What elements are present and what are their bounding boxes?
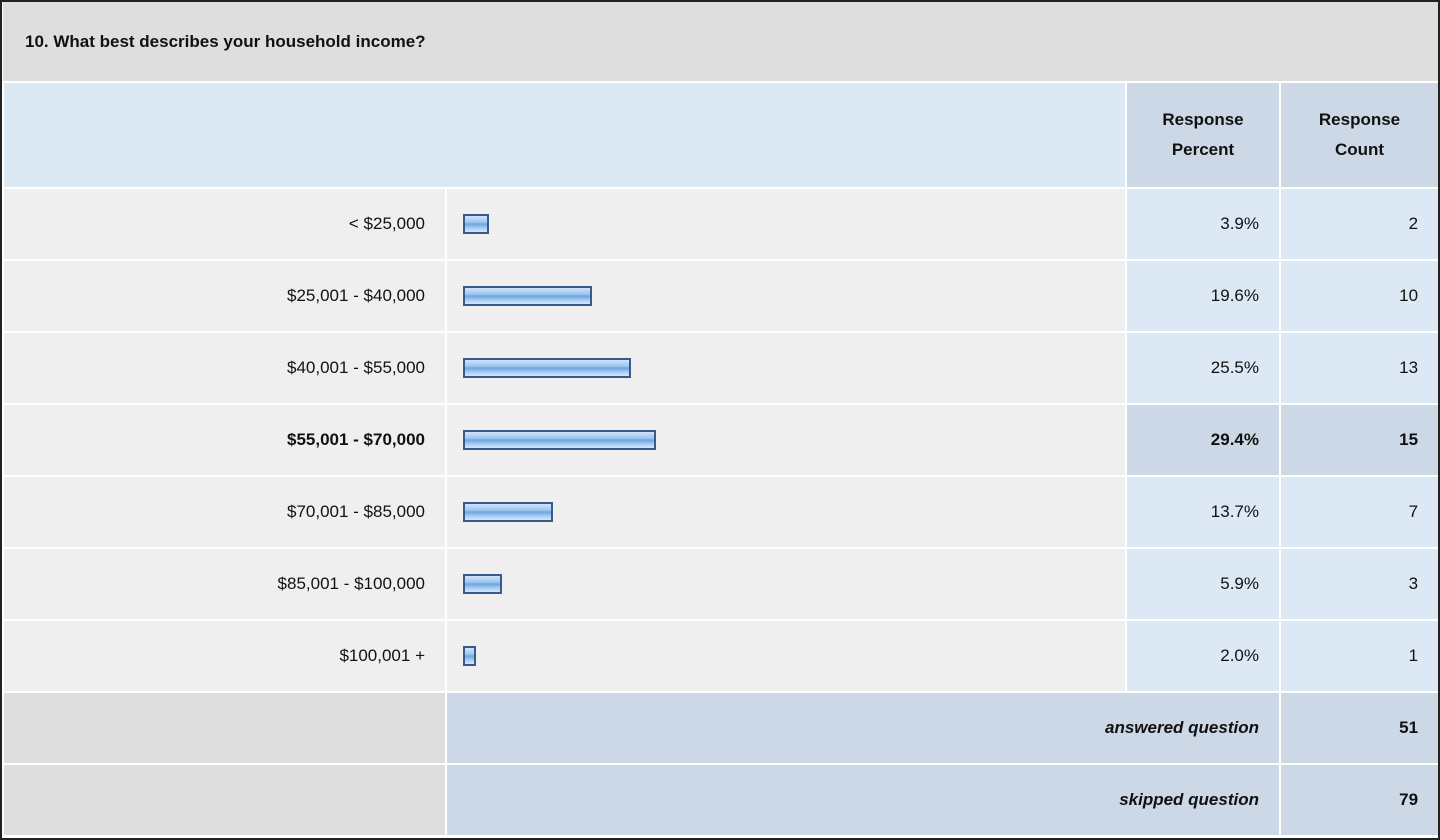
answer-label: $55,001 - $70,000 [2, 403, 447, 477]
bar-cell [445, 331, 1127, 405]
answer-row: $100,001 + 2.0% 1 [2, 619, 1438, 693]
bar-cell [445, 403, 1127, 477]
bar [463, 646, 477, 666]
skipped-count: 79 [1278, 763, 1438, 837]
answer-row: $85,001 - $100,000 5.9% 3 [2, 547, 1438, 621]
answer-label: $40,001 - $55,000 [2, 331, 447, 405]
answer-label: $25,001 - $40,000 [2, 259, 447, 333]
response-count: 13 [1278, 331, 1438, 405]
footer-blank [2, 763, 447, 837]
response-percent: 25.5% [1125, 331, 1281, 405]
response-count: 7 [1278, 475, 1438, 549]
bar-cell [445, 547, 1127, 621]
bar [463, 286, 592, 306]
response-percent: 3.9% [1125, 187, 1281, 261]
bar [463, 430, 657, 450]
skipped-row: skipped question 79 [2, 763, 1438, 837]
bar [463, 358, 631, 378]
header-blank [2, 81, 1127, 189]
header-percent: Response Percent [1162, 110, 1244, 159]
answer-label: $100,001 + [2, 619, 447, 693]
question-title: 10. What best describes your household i… [3, 2, 1438, 83]
bar-cell [445, 259, 1127, 333]
answer-row: $25,001 - $40,000 19.6% 10 [2, 259, 1438, 333]
response-percent: 2.0% [1125, 619, 1281, 693]
response-count: 10 [1278, 259, 1438, 333]
header-cell: Response Percent [1125, 81, 1281, 189]
answer-row: $40,001 - $55,000 25.5% 13 [2, 331, 1438, 405]
footer-blank [2, 691, 447, 765]
answer-row: $55,001 - $70,000 29.4% 15 [2, 403, 1438, 477]
bar [463, 502, 553, 522]
answer-row: < $25,000 3.9% 2 [2, 187, 1438, 261]
skipped-label: skipped question [445, 763, 1281, 837]
response-percent: 29.4% [1125, 403, 1281, 477]
response-percent: 5.9% [1125, 547, 1281, 621]
title-row: 10. What best describes your household i… [3, 2, 1438, 83]
answered-count: 51 [1278, 691, 1438, 765]
answer-label: $85,001 - $100,000 [2, 547, 447, 621]
header-row: Response Percent Response Count [2, 81, 1438, 189]
bar-cell [445, 187, 1127, 261]
answered-label: answered question [445, 691, 1281, 765]
header-count: Response Count [1318, 110, 1401, 159]
response-count: 15 [1278, 403, 1438, 477]
response-count: 1 [1278, 619, 1438, 693]
response-count: 2 [1278, 187, 1438, 261]
bar-cell [445, 475, 1127, 549]
bar [463, 574, 502, 594]
response-percent: 13.7% [1125, 475, 1281, 549]
answer-row: $70,001 - $85,000 13.7% 7 [2, 475, 1438, 549]
header-cell: Response Count [1278, 81, 1438, 189]
answered-row: answered question 51 [2, 691, 1438, 765]
response-percent: 19.6% [1125, 259, 1281, 333]
answer-label: < $25,000 [2, 187, 447, 261]
bar-cell [445, 619, 1127, 693]
answer-label: $70,001 - $85,000 [2, 475, 447, 549]
response-count: 3 [1278, 547, 1438, 621]
bar [463, 214, 489, 234]
